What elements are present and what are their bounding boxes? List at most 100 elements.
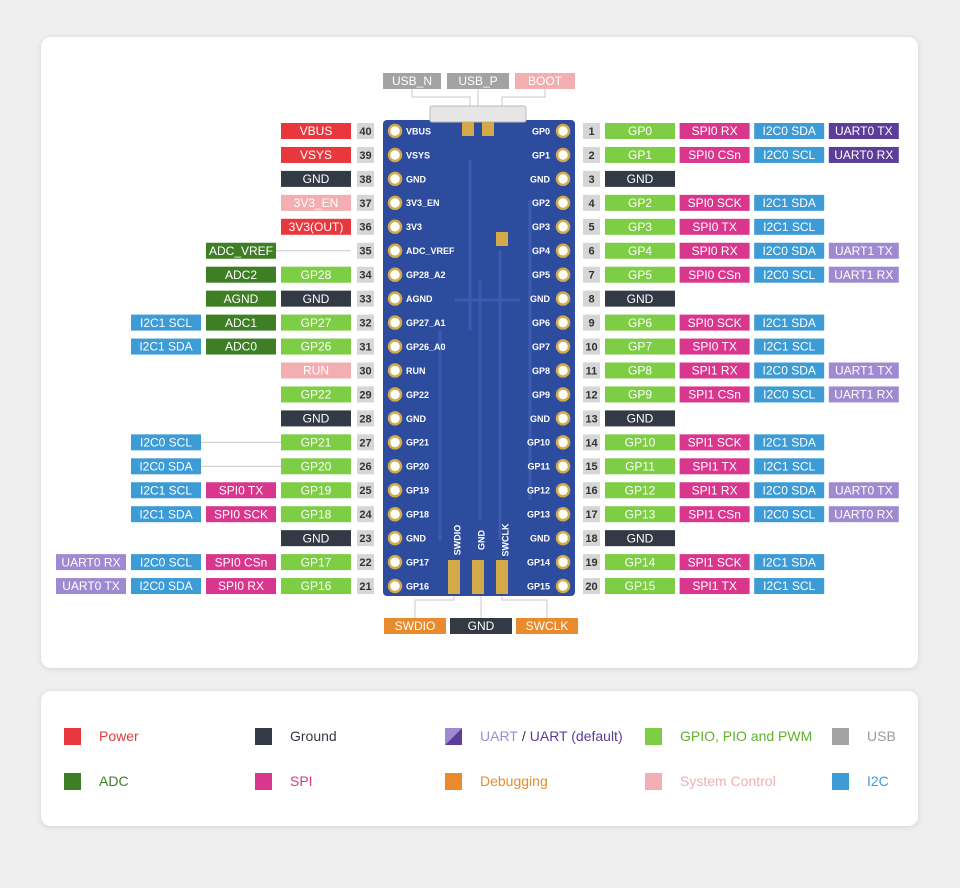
label-box	[281, 290, 351, 307]
pin-label: SPI1 SCK	[688, 436, 742, 450]
pin-number-box	[583, 290, 600, 307]
label-box	[281, 266, 351, 283]
label-box	[281, 386, 351, 403]
legend-text: /	[522, 728, 526, 744]
pin-number-box	[583, 146, 600, 163]
pin-label: USB_P	[458, 74, 497, 88]
label-box	[281, 530, 351, 547]
pin-number: 32	[359, 318, 371, 330]
legend-label: I2C	[867, 773, 889, 789]
pin-number-box	[583, 362, 600, 379]
board-label: GP19	[406, 486, 429, 496]
pin-label: SPI0 CSn	[688, 268, 741, 282]
pin-hole	[387, 435, 403, 450]
board-label: GND	[530, 294, 551, 304]
pin-number-box	[583, 314, 600, 331]
pin-label: GND	[303, 531, 330, 545]
label-box	[384, 618, 446, 634]
pin-label: GND	[468, 619, 495, 633]
pin-label: SPI0 RX	[218, 579, 264, 593]
legend-swatch	[645, 773, 662, 790]
label-box	[605, 482, 675, 499]
label-box	[679, 506, 750, 523]
pin-label: ADC1	[225, 316, 257, 330]
label-box	[281, 146, 351, 163]
pin-label: SPI1 TX	[692, 459, 736, 473]
pin-hole	[387, 411, 403, 426]
pin-number-box	[583, 242, 600, 259]
pin-label: GP16	[301, 579, 332, 593]
pin-label: GP2	[628, 196, 652, 210]
pin-number-box	[357, 410, 374, 427]
board-label: GP8	[532, 366, 550, 376]
board-label: GP13	[527, 510, 550, 520]
pin-number: 23	[359, 533, 371, 545]
label-box	[131, 434, 201, 451]
pin-hole	[387, 243, 403, 258]
label-box	[131, 506, 201, 523]
pin-number: 5	[588, 222, 594, 234]
label-box	[754, 482, 825, 499]
pin-label: GP14	[625, 555, 656, 569]
pin-label: SWDIO	[395, 619, 436, 633]
label-box	[828, 386, 899, 403]
pin-number-box	[357, 338, 374, 355]
pin-hole	[387, 506, 403, 522]
pin-label: UART1 RX	[834, 268, 893, 282]
pin-number: 18	[585, 533, 597, 545]
label-box	[605, 554, 675, 571]
pin-label: I2C1 SCL	[763, 459, 815, 473]
pin-label: I2C0 SCL	[140, 555, 192, 569]
pin-label: UART0 TX	[835, 483, 893, 497]
pin-hole	[555, 123, 571, 139]
pin-number: 26	[359, 461, 371, 473]
pin-hole	[555, 483, 571, 498]
label-box	[754, 218, 825, 235]
pin-hole	[555, 530, 571, 546]
pin-hole	[387, 291, 403, 306]
label-box	[206, 242, 276, 259]
label-box	[281, 170, 351, 187]
label-box	[605, 530, 675, 547]
board-label: GND	[530, 174, 551, 184]
pin-hole	[387, 530, 403, 546]
label-box	[679, 578, 750, 595]
pin-label: GP22	[301, 388, 332, 402]
board-label: VBUS	[406, 126, 431, 136]
pin-number-box	[583, 482, 600, 499]
label-box	[206, 338, 276, 355]
pin-label: SPI0 RX	[692, 244, 738, 258]
label-box	[56, 578, 126, 595]
pin-hole	[555, 459, 571, 474]
legend-swatch	[445, 773, 462, 790]
board-label: VSYS	[406, 150, 430, 160]
label-box	[605, 578, 675, 595]
board-label: GND	[530, 534, 551, 544]
pin-label: VSYS	[300, 148, 332, 162]
label-box	[679, 218, 750, 235]
pin-number: 19	[585, 557, 597, 569]
pin-hole	[387, 578, 403, 594]
pin-hole	[555, 147, 571, 163]
pin-label: VBUS	[300, 124, 333, 138]
pin-label: GP5	[628, 268, 652, 282]
pin-label: UART0 RX	[834, 148, 893, 162]
pin-number: 27	[359, 437, 371, 449]
pin-label: GND	[627, 172, 654, 186]
pin-label: I2C0 SDA	[763, 124, 816, 138]
label-box	[281, 482, 351, 499]
pin-label: UART0 TX	[62, 579, 120, 593]
board-label: GP5	[532, 270, 550, 280]
pin-number: 13	[585, 413, 597, 425]
pin-label: SPI1 CSn	[688, 507, 741, 521]
board-label: GP22	[406, 390, 429, 400]
label-box	[281, 314, 351, 331]
pin-label: 3V3_EN	[294, 196, 339, 210]
pin-number: 14	[585, 437, 598, 449]
legend-text: Power	[99, 728, 139, 744]
label-box	[131, 554, 201, 571]
pin-label: SPI0 TX	[219, 483, 263, 497]
board	[383, 105, 575, 596]
label-box	[754, 242, 825, 259]
